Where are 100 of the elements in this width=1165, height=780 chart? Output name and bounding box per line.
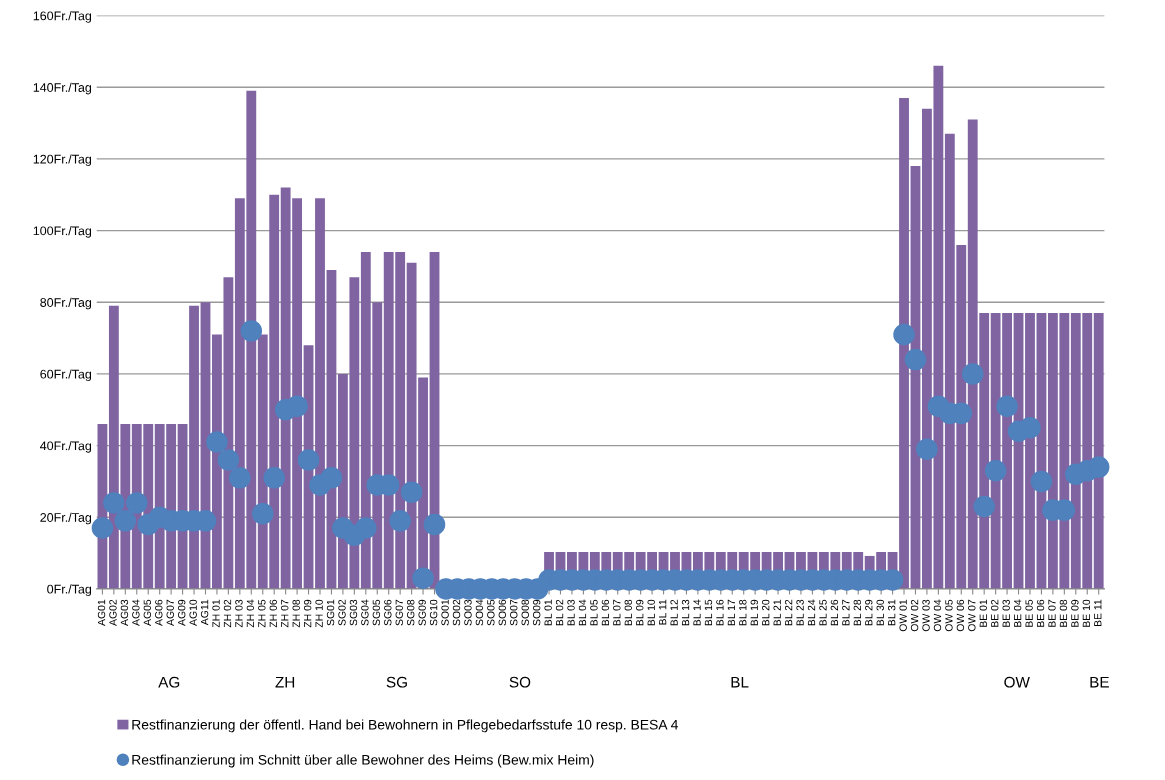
x-tick-label: AG09 [178, 599, 186, 626]
x-tick-label: BL 08 [624, 599, 632, 626]
x-tick-label: BL 22 [784, 599, 793, 626]
y-tick-label: 140Fr./Tag [33, 82, 92, 95]
text: SO [509, 676, 531, 688]
x-tick-label: OW 05 [945, 599, 953, 632]
x-tick-label: BL 17 [727, 599, 735, 626]
x-tick-label: BL 05 [590, 599, 598, 626]
x-tick-label: BE 08 [1059, 599, 1068, 627]
x-tick-label: SO03 [464, 599, 472, 626]
x-tick-label: BE 05 [1025, 599, 1033, 627]
text: AG [158, 676, 180, 688]
x-tick-label: BL 20 [762, 599, 770, 626]
x-tick-label: BL 25 [819, 599, 827, 626]
x-tick-label: ZH 03 [235, 599, 243, 628]
x-tick-label: BL 10 [647, 599, 655, 626]
x-tick-label: SG07 [395, 599, 403, 626]
x-tick-label: SO07 [510, 599, 518, 626]
y-tick-label: 80Fr./Tag [40, 297, 92, 310]
x-tick-label: BL 14 [693, 599, 701, 626]
y-tick-label: 160Fr./Tag [33, 11, 92, 23]
x-tick-label: ZH 04 [246, 599, 255, 628]
x-tick-label: SO02 [452, 599, 461, 626]
x-tick-label: SO05 [487, 599, 495, 626]
x-tick-label: ZH 07 [281, 599, 289, 628]
x-tick-label: AG01 [97, 599, 106, 626]
x-tick-label: SG10 [429, 599, 438, 626]
x-tick-label: OW 02 [910, 599, 919, 632]
x-tick-label: BE 01 [979, 599, 987, 627]
x-tick-label: OW 03 [922, 599, 930, 632]
x-tick-label: ZH 02 [223, 599, 232, 628]
x-tick-label: BL 18 [739, 599, 747, 626]
x-tick-label: SG02 [338, 599, 346, 626]
x-tick-label: BE 09 [1071, 599, 1079, 627]
text: ZH [275, 676, 295, 688]
x-tick-label: BL 16 [716, 599, 724, 626]
x-tick-label: BL 29 [865, 599, 873, 626]
x-tick-label: BL 09 [636, 599, 644, 626]
x-tick-label: AG11 [200, 599, 209, 626]
x-tick-label: SO08 [521, 599, 529, 626]
x-tick-label: BE 11 [1094, 599, 1102, 627]
x-tick-label: BL 19 [750, 599, 758, 626]
x-tick-label: SG08 [407, 599, 415, 626]
x-tick-label: SO09 [532, 599, 541, 626]
legend-label: Restfinanzierung der öffentl. Hand bei Bewohnern in Pflegebedarfsstufe 10 resp. BESA 4 [132, 719, 678, 733]
y-tick-label: 120Fr./Tag [33, 154, 92, 167]
x-tick-label: BL 31 [887, 599, 896, 626]
x-tick-label: ZH 05 [258, 599, 266, 628]
x-tick-label: BL 26 [830, 599, 839, 626]
x-tick-label: BL 13 [681, 599, 690, 626]
y-tick-label: 20Fr./Tag [40, 512, 92, 525]
x-tick-label: SO01 [441, 599, 449, 626]
y-tick-label: 0Fr./Tag [47, 584, 92, 597]
x-tick-label: OW 01 [899, 599, 907, 632]
legend-label: Restfinanzierung im Schnitt über alle Bewohner des Heims (Bew.mix Heim) [132, 754, 594, 768]
y-tick-label: 60Fr./Tag [40, 369, 92, 382]
x-tick-label: BL 11 [659, 599, 667, 625]
x-tick-label: SG09 [418, 599, 426, 626]
x-tick-label: ZH 08 [292, 599, 300, 628]
x-tick-label: BL 12 [670, 599, 678, 626]
x-tick-label: BE 10 [1082, 599, 1091, 627]
x-tick-label: OW 04 [933, 599, 942, 632]
text: BE [1090, 676, 1109, 688]
x-tick-label: BL 06 [601, 599, 610, 626]
x-tick-label: SG05 [372, 599, 381, 626]
y-tick-label: 100Fr./Tag [33, 226, 92, 238]
x-tick-label: BL 21 [773, 599, 781, 626]
text: OW [1004, 676, 1030, 688]
x-tick-label: SO06 [498, 599, 507, 626]
x-tick-label: BL 27 [842, 599, 850, 626]
x-tick-label: SG01 [326, 599, 335, 626]
x-tick-label: SO04 [475, 599, 484, 626]
x-tick-label: AG03 [120, 599, 129, 626]
x-tick-label: ZH 10 [315, 599, 323, 628]
x-tick-label: OW 06 [956, 599, 965, 632]
text: SG [386, 676, 407, 688]
x-tick-label: ZH 09 [303, 599, 312, 628]
x-tick-label: ZH 01 [212, 599, 220, 628]
x-tick-label: SG04 [361, 599, 369, 626]
x-tick-label: BL 04 [578, 599, 587, 626]
x-tick-label: AG10 [189, 599, 197, 626]
x-tick-label: AG02 [109, 599, 117, 626]
x-tick-label: BL 24 [807, 599, 816, 626]
x-tick-label: AG06 [155, 599, 163, 626]
x-tick-label: BE 03 [1002, 599, 1010, 627]
x-tick-label: BL 01 [544, 599, 552, 626]
x-tick-label: BL 28 [853, 599, 862, 626]
x-tick-label: ZH 06 [269, 599, 277, 628]
x-tick-label: AG07 [166, 599, 174, 626]
x-tick-label: BL 07 [613, 599, 621, 626]
text: BL [731, 676, 749, 688]
x-tick-label: BE 07 [1048, 599, 1056, 627]
x-tick-label: BL 03 [567, 599, 575, 626]
x-tick-label: SG06 [384, 599, 392, 626]
x-tick-label: BE 02 [991, 599, 999, 627]
x-tick-label: AG04 [132, 599, 140, 626]
x-tick-label: OW 07 [968, 599, 976, 632]
x-tick-label: BL 23 [796, 599, 804, 626]
x-tick-label: SG03 [349, 599, 358, 626]
x-tick-label: BL 02 [555, 599, 564, 626]
